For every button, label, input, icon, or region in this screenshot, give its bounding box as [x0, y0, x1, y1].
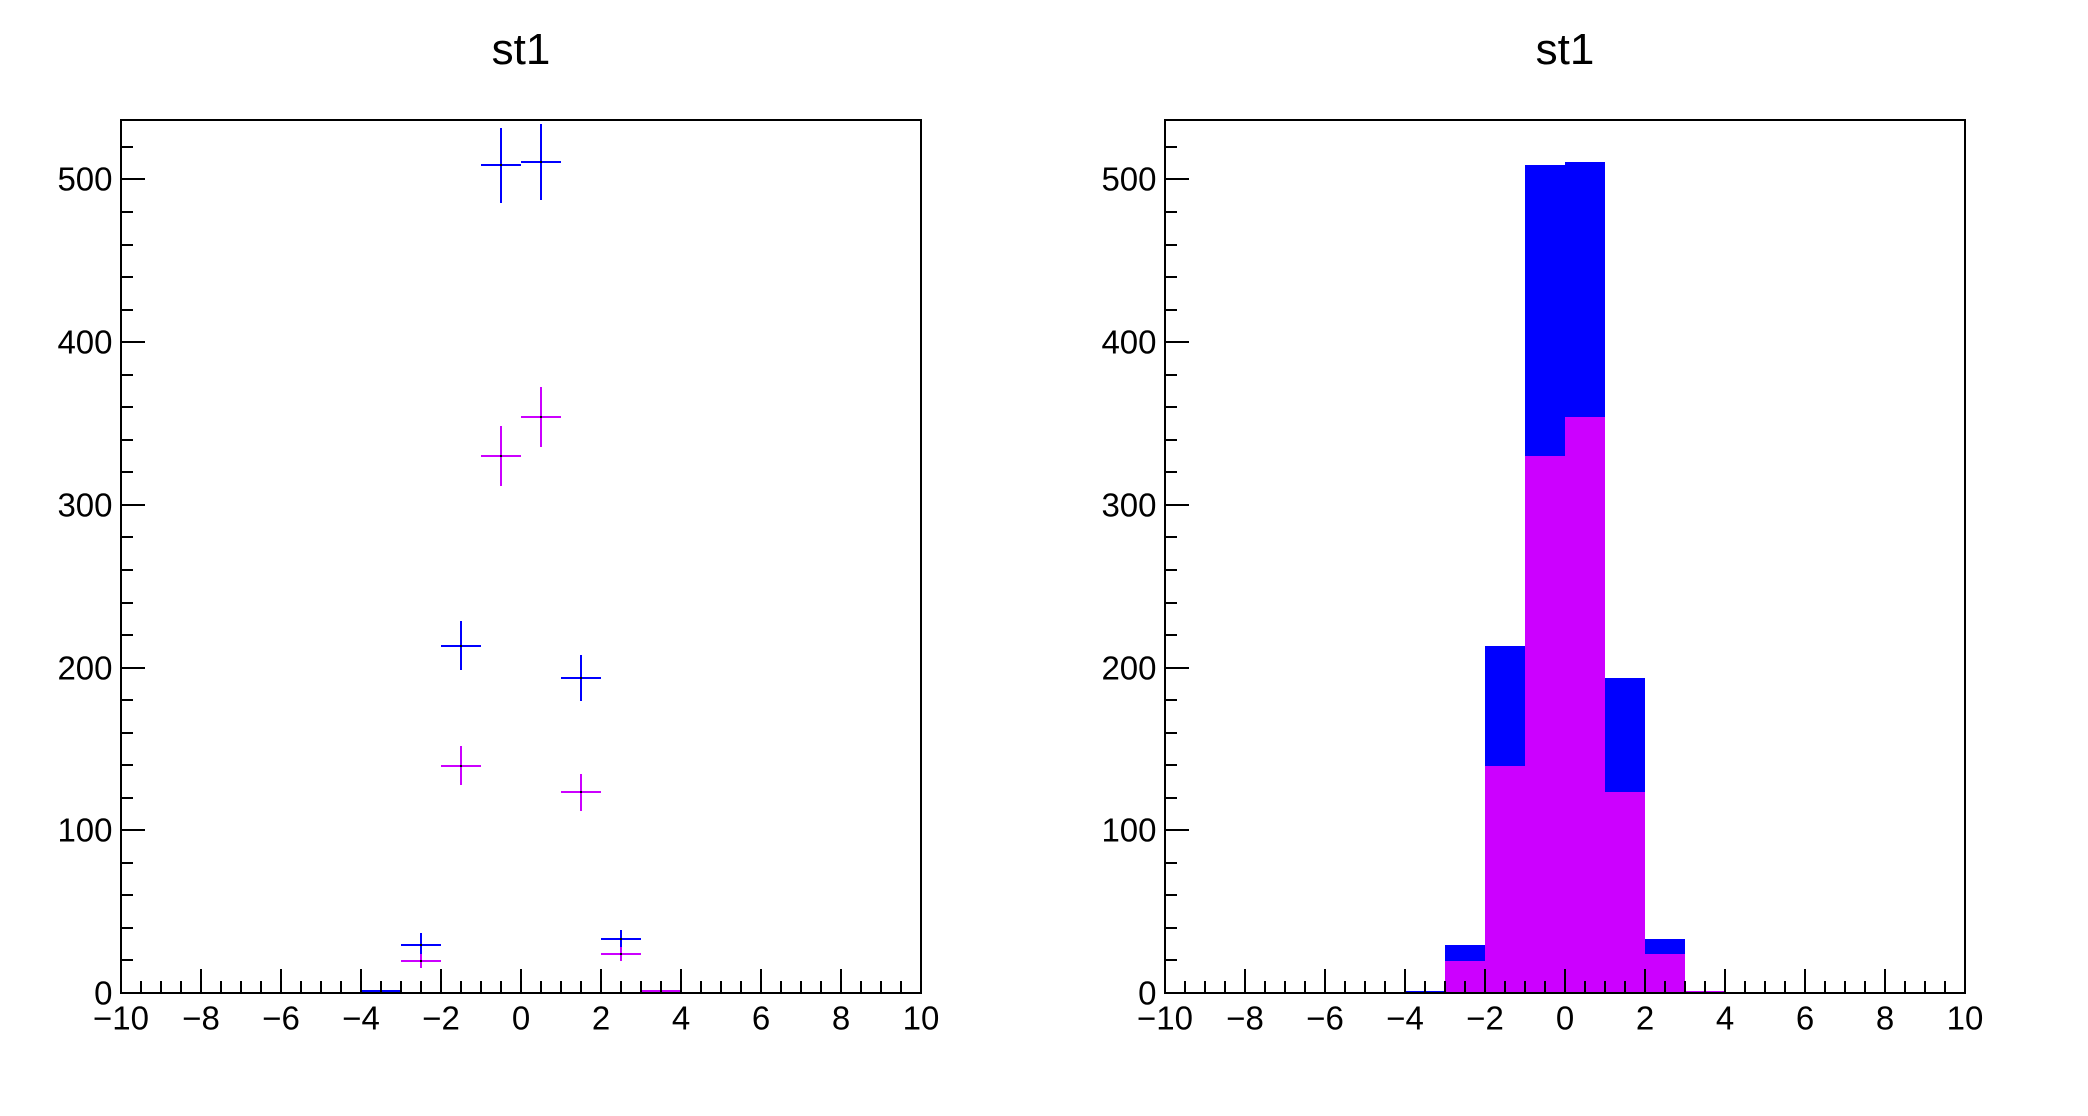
svg-text:0: 0	[1138, 975, 1156, 1012]
svg-text:100: 100	[57, 812, 112, 849]
svg-text:100: 100	[1101, 812, 1156, 849]
svg-text:8: 8	[1876, 1000, 1894, 1037]
svg-text:0: 0	[1556, 1000, 1574, 1037]
svg-text:300: 300	[1101, 487, 1156, 524]
svg-text:2: 2	[1636, 1000, 1654, 1037]
svg-text:−8: −8	[1226, 1000, 1264, 1037]
svg-text:0: 0	[94, 975, 112, 1012]
svg-text:400: 400	[1101, 324, 1156, 361]
svg-text:−10: −10	[1137, 1000, 1193, 1037]
svg-text:200: 200	[1101, 650, 1156, 687]
svg-text:0: 0	[512, 1000, 530, 1037]
svg-text:−6: −6	[262, 1000, 300, 1037]
svg-text:st1: st1	[1536, 25, 1595, 74]
svg-text:10: 10	[1947, 1000, 1984, 1037]
svg-text:6: 6	[752, 1000, 770, 1037]
svg-text:300: 300	[57, 487, 112, 524]
svg-text:st1: st1	[492, 25, 551, 74]
svg-text:4: 4	[672, 1000, 690, 1037]
svg-text:−2: −2	[1466, 1000, 1504, 1037]
svg-text:6: 6	[1796, 1000, 1814, 1037]
svg-text:400: 400	[57, 324, 112, 361]
svg-text:2: 2	[592, 1000, 610, 1037]
svg-text:−2: −2	[422, 1000, 460, 1037]
svg-text:200: 200	[57, 650, 112, 687]
svg-text:500: 500	[57, 161, 112, 198]
svg-text:−4: −4	[1386, 1000, 1424, 1037]
svg-text:−6: −6	[1306, 1000, 1344, 1037]
svg-text:10: 10	[903, 1000, 940, 1037]
svg-text:−8: −8	[182, 1000, 220, 1037]
svg-text:500: 500	[1101, 161, 1156, 198]
svg-text:8: 8	[832, 1000, 850, 1037]
svg-text:4: 4	[1716, 1000, 1734, 1037]
svg-text:−4: −4	[342, 1000, 380, 1037]
svg-text:−10: −10	[93, 1000, 149, 1037]
